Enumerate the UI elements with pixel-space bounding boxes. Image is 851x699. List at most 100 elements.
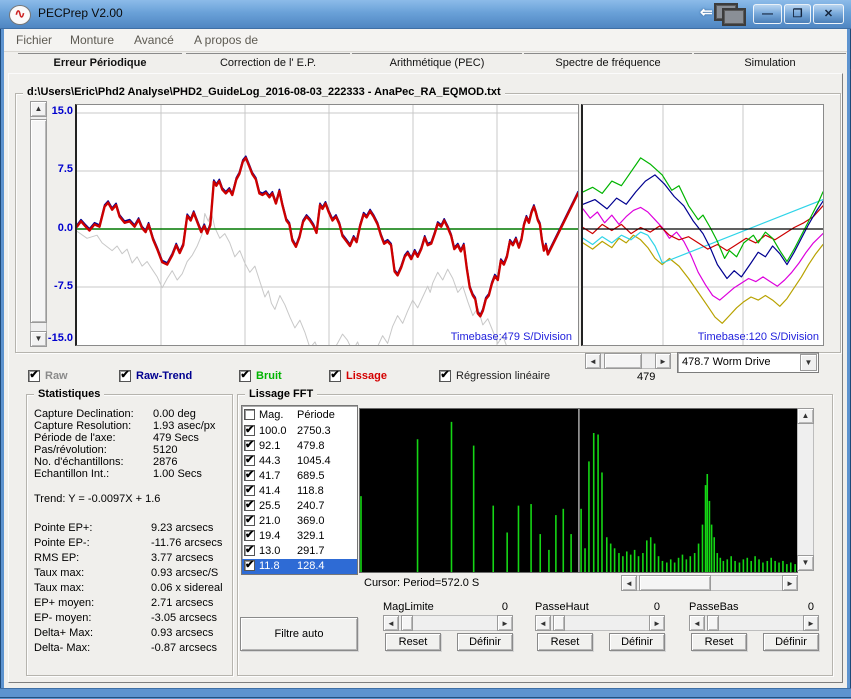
filter-scrollbar-passebas-left-arrow-icon[interactable]: ◄	[689, 615, 705, 631]
worm-scroll-value: 479	[637, 371, 656, 383]
fft-hscrollbar-right-arrow-icon[interactable]: ►	[782, 575, 798, 591]
fft-item-checkbox[interactable]: ✔	[244, 545, 255, 556]
filter-scrollbar-maglimite-left-arrow-icon[interactable]: ◄	[383, 615, 399, 631]
menu-item-fichier[interactable]: Fichier	[16, 33, 53, 47]
fft-vscrollbar[interactable]	[797, 408, 814, 571]
tab-spectre-de-fr-quence[interactable]: Spectre de fréquence	[524, 53, 692, 73]
fft-list-item[interactable]: ✔ 19.4 329.1	[242, 529, 357, 544]
menu-item-avancé[interactable]: Avancé	[134, 33, 174, 47]
check-icon: ✔	[245, 559, 255, 571]
filter-scrollbar-maglimite-right-arrow-icon[interactable]: ►	[497, 615, 513, 631]
fft-vscrollbar-up-arrow-icon[interactable]: ▲	[797, 408, 814, 424]
fft-list-item[interactable]: ✔ 44.3 1045.4	[242, 454, 357, 469]
menu-bar: Fichier Monture Avancé A propos de	[4, 29, 847, 52]
worm-period-chart[interactable]: Timebase:120 S/Division	[581, 104, 824, 346]
tab-arithm-tique-pec-[interactable]: Arithmétique (PEC)	[352, 53, 522, 73]
worm-scrollbar-right-arrow-icon[interactable]: ►	[655, 353, 671, 369]
fft-list-item[interactable]: ✔ 13.0 291.7	[242, 544, 357, 559]
fft-item-checkbox[interactable]: ✔	[244, 425, 255, 436]
display-switch-icon[interactable]: ⇐	[700, 1, 746, 27]
filter-scrollbar-passehaut-left-arrow-icon[interactable]: ◄	[535, 615, 551, 631]
fft-hscrollbar-thumb[interactable]	[639, 575, 711, 591]
fft-spectrum-chart[interactable]	[359, 408, 798, 573]
y-axis-tick: 15.0	[51, 105, 73, 117]
toggle-r-gression-lin-aire[interactable]: ✔	[439, 370, 451, 382]
fft-header-mag: Mag.	[259, 409, 284, 421]
main-chart-vscrollbar-thumb[interactable]	[30, 119, 47, 323]
stat-label: Capture Resolution:	[34, 420, 132, 432]
stat-value: 0.93 arcsecs	[151, 627, 214, 639]
main-error-chart[interactable]: Timebase:479 S/Division	[75, 104, 579, 346]
fft-list-item[interactable]: ✔ 41.7 689.5	[242, 469, 357, 484]
y-axis-tick: 0.0	[57, 222, 73, 234]
fft-item-checkbox[interactable]: ✔	[244, 485, 255, 496]
fft-item-checkbox[interactable]: ✔	[244, 500, 255, 511]
close-button[interactable]: ✕	[813, 4, 844, 24]
fft-list-item[interactable]: ✔ 11.8 128.4	[242, 559, 357, 574]
stat-value: 2.71 arcsecs	[151, 597, 214, 609]
fft-frequency-list[interactable]: Mag. Période ✔ 100.0 2750.3 ✔ 92.1 479.8 ✔ 44.3 10…	[241, 405, 358, 575]
fft-vscrollbar-down-arrow-icon[interactable]: ▼	[797, 555, 814, 571]
reset-button-passehaut[interactable]: Reset	[537, 633, 593, 651]
fft-item-checkbox[interactable]: ✔	[244, 455, 255, 466]
tab-erreur-p-riodique[interactable]: Erreur Périodique	[18, 53, 182, 73]
filter-scrollbar-passehaut-thumb[interactable]	[553, 615, 565, 631]
menu-item-monture[interactable]: Monture	[70, 33, 115, 47]
title-bar[interactable]: ∿ PECPrep V2.00 ⇐ — ❐ ✕	[0, 0, 851, 29]
tab-simulation[interactable]: Simulation	[694, 53, 846, 73]
main-chart-vscrollbar-up-arrow-icon[interactable]: ▲	[30, 101, 47, 117]
toggle-raw-trend[interactable]: ✔	[119, 370, 131, 382]
filter-scrollbar-passebas-right-arrow-icon[interactable]: ►	[803, 615, 819, 631]
worm-scrollbar-left-arrow-icon[interactable]: ◄	[585, 353, 601, 369]
main-chart-timebase-label: Timebase:479 S/Division	[450, 331, 572, 343]
worm-drive-select[interactable]: 478.7 Worm Drive ▼	[677, 352, 819, 373]
chevron-down-icon[interactable]: ▼	[800, 354, 817, 371]
filter-scrollbar-passehaut-right-arrow-icon[interactable]: ►	[649, 615, 665, 631]
stat-value: -11.76 arcsecs	[151, 537, 223, 549]
fft-list-header: Mag. Période	[242, 408, 357, 423]
definir-button-passehaut[interactable]: Définir	[609, 633, 665, 651]
stat-label: Delta+ Max:	[34, 627, 93, 639]
tab-correction-de-l-e-p-[interactable]: Correction de l' E.P.	[186, 53, 350, 73]
reset-button-maglimite[interactable]: Reset	[385, 633, 441, 651]
fft-list-item[interactable]: ✔ 25.5 240.7	[242, 499, 357, 514]
filter-label-passehaut: PasseHaut	[535, 601, 589, 613]
trend-equation: Trend: Y = -0.0097X + 1.6	[34, 493, 161, 505]
stat-label: Echantillon Int.:	[34, 468, 110, 480]
fft-header-checkbox[interactable]	[244, 409, 255, 420]
stat-label: Delta- Max:	[34, 642, 91, 654]
stat-label: Pointe EP-:	[34, 537, 90, 549]
toggle-label-lissage: Lissage	[346, 370, 387, 382]
fft-list-item[interactable]: ✔ 92.1 479.8	[242, 439, 357, 454]
fft-item-period: 128.4	[297, 560, 325, 572]
maximize-button[interactable]: ❐	[784, 4, 811, 24]
toggle-bruit[interactable]: ✔	[239, 370, 251, 382]
fft-list-item[interactable]: ✔ 100.0 2750.3	[242, 424, 357, 439]
fft-item-checkbox[interactable]: ✔	[244, 560, 255, 571]
fft-item-checkbox[interactable]: ✔	[244, 515, 255, 526]
filter-scrollbar-maglimite-thumb[interactable]	[401, 615, 413, 631]
fft-item-period: 689.5	[297, 470, 325, 482]
fft-hscrollbar-left-arrow-icon[interactable]: ◄	[621, 575, 637, 591]
filtre-auto-button[interactable]: Filtre auto	[240, 617, 358, 651]
toggle-lissage[interactable]: ✔	[329, 370, 341, 382]
fft-item-checkbox[interactable]: ✔	[244, 470, 255, 481]
minimize-button[interactable]: —	[753, 4, 782, 24]
toggle-raw[interactable]: ✔	[28, 370, 40, 382]
check-icon: ✔	[330, 369, 340, 381]
main-chart-vscrollbar-down-arrow-icon[interactable]: ▼	[30, 331, 47, 347]
check-icon: ✔	[29, 369, 39, 381]
reset-button-passebas[interactable]: Reset	[691, 633, 747, 651]
fft-item-checkbox[interactable]: ✔	[244, 440, 255, 451]
definir-button-maglimite[interactable]: Définir	[457, 633, 513, 651]
check-icon: ✔	[440, 369, 450, 381]
fft-item-checkbox[interactable]: ✔	[244, 530, 255, 541]
check-icon: ✔	[240, 369, 250, 381]
fft-item-mag: 41.7	[259, 470, 281, 482]
definir-button-passebas[interactable]: Définir	[763, 633, 819, 651]
menu-item-a-propos-de[interactable]: A propos de	[194, 33, 259, 47]
worm-scrollbar-thumb[interactable]	[604, 353, 642, 369]
fft-list-item[interactable]: ✔ 41.4 118.8	[242, 484, 357, 499]
filter-scrollbar-passebas-thumb[interactable]	[707, 615, 719, 631]
fft-list-item[interactable]: ✔ 21.0 369.0	[242, 514, 357, 529]
